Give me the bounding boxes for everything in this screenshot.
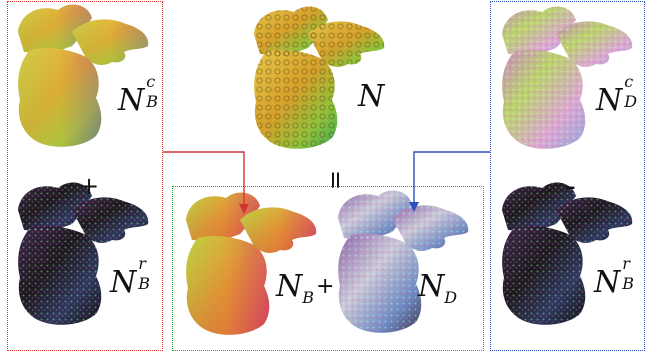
dragon-render-ndc bbox=[502, 6, 633, 149]
plus-operator-left: + bbox=[79, 172, 100, 200]
blue-arrowhead bbox=[409, 202, 419, 212]
dragon-render-n bbox=[254, 6, 385, 149]
minus-operator-right: - bbox=[565, 169, 576, 204]
sum-frame bbox=[172, 186, 484, 351]
label-n: N bbox=[358, 79, 385, 114]
blue-arrow bbox=[413, 151, 490, 205]
dragon-render-nb bbox=[186, 192, 317, 335]
red-arrow bbox=[163, 151, 245, 207]
red-arrowhead bbox=[239, 204, 249, 214]
plus-operator-middle: + bbox=[316, 274, 335, 299]
label-nb: NB bbox=[276, 269, 315, 307]
detail-decomposition-frame bbox=[490, 1, 645, 351]
dragon-render-nd bbox=[338, 190, 469, 333]
equals-operator: = bbox=[322, 169, 351, 191]
dragon-render-nbc bbox=[18, 4, 149, 147]
dragon-render-nbr-left bbox=[18, 182, 149, 325]
base-decomposition-frame bbox=[7, 1, 163, 351]
label-nd: ND bbox=[418, 269, 458, 307]
